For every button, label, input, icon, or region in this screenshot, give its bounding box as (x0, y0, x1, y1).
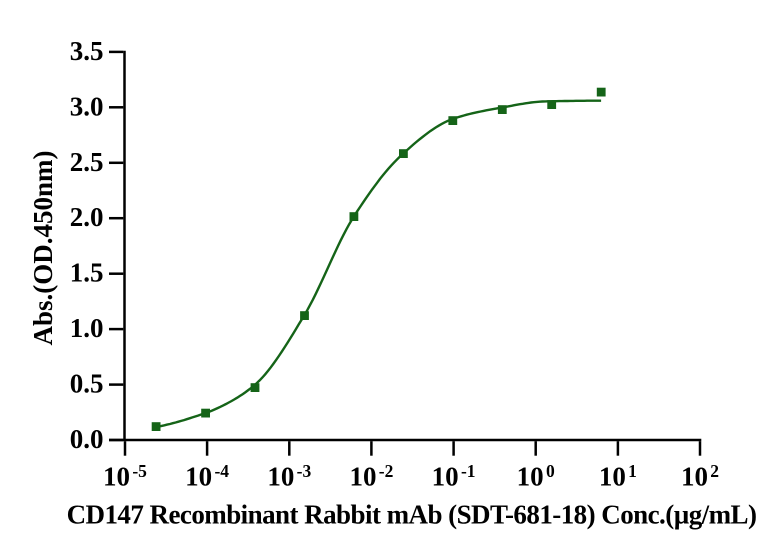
svg-text:2.0: 2.0 (70, 202, 104, 232)
svg-text:0.5: 0.5 (70, 369, 104, 399)
svg-text:0.0: 0.0 (70, 424, 104, 454)
svg-text:3.5: 3.5 (70, 36, 104, 66)
svg-text:Abs.(OD.450nm): Abs.(OD.450nm) (28, 150, 58, 345)
svg-text:1.0: 1.0 (70, 313, 104, 343)
svg-text:10-1: 10 -1 (432, 461, 476, 492)
svg-text:100: 10 0 (517, 461, 555, 492)
svg-text:3.0: 3.0 (70, 91, 104, 121)
svg-text:1.5: 1.5 (70, 258, 104, 288)
svg-text:2.5: 2.5 (70, 147, 104, 177)
svg-text:CD147 Recombinant Rabbit mAb (: CD147 Recombinant Rabbit mAb (SDT-681-18… (67, 500, 757, 530)
